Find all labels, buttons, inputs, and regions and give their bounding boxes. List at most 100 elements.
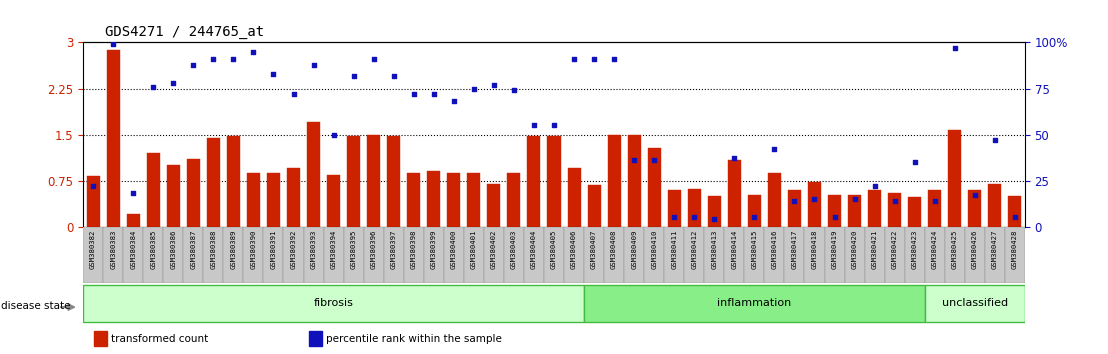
Bar	[163, 227, 183, 283]
Bar	[264, 227, 284, 283]
Text: GSM380425: GSM380425	[952, 229, 957, 269]
Bar	[929, 190, 941, 227]
Bar	[988, 184, 1002, 227]
Text: GSM380405: GSM380405	[551, 229, 557, 269]
Bar	[244, 227, 264, 283]
Bar	[126, 214, 140, 227]
Bar	[1005, 227, 1025, 283]
Bar	[343, 227, 363, 283]
Point	[906, 159, 924, 165]
Bar	[448, 172, 460, 227]
Bar	[925, 227, 945, 283]
Bar	[784, 227, 804, 283]
Text: GSM380428: GSM380428	[1012, 229, 1018, 269]
Text: GSM380422: GSM380422	[892, 229, 897, 269]
Point	[144, 84, 162, 90]
Point	[345, 73, 362, 79]
Point	[485, 82, 503, 88]
Bar	[624, 227, 644, 283]
Bar	[324, 227, 343, 283]
Text: GSM380404: GSM380404	[531, 229, 537, 269]
Point	[265, 71, 283, 76]
Bar	[444, 227, 464, 283]
Text: GSM380406: GSM380406	[571, 229, 577, 269]
Bar	[808, 182, 821, 227]
Point	[946, 45, 964, 51]
Text: GSM380426: GSM380426	[972, 229, 977, 269]
Text: GSM380383: GSM380383	[110, 229, 116, 269]
Bar	[83, 227, 103, 283]
Bar	[965, 227, 985, 283]
Point	[865, 183, 883, 189]
Point	[124, 190, 142, 196]
Text: GSM380403: GSM380403	[511, 229, 517, 269]
Bar	[383, 227, 403, 283]
Point	[1006, 215, 1024, 220]
Bar	[103, 227, 123, 283]
Bar	[143, 227, 163, 283]
Text: GSM380410: GSM380410	[652, 229, 657, 269]
Bar	[403, 227, 423, 283]
Point	[986, 137, 1004, 143]
Bar	[848, 195, 861, 227]
Text: GSM380408: GSM380408	[612, 229, 617, 269]
Bar	[1008, 196, 1022, 227]
Bar	[968, 190, 982, 227]
Point	[645, 158, 663, 163]
Text: GSM380391: GSM380391	[270, 229, 277, 269]
Text: GSM380396: GSM380396	[371, 229, 377, 269]
Text: GSM380399: GSM380399	[431, 229, 437, 269]
Bar	[828, 195, 841, 227]
Text: GSM380423: GSM380423	[912, 229, 917, 269]
Bar	[868, 190, 881, 227]
Bar	[327, 175, 340, 227]
Text: GSM380418: GSM380418	[811, 229, 818, 269]
Text: GSM380414: GSM380414	[731, 229, 737, 269]
Point	[384, 73, 402, 79]
Point	[225, 56, 243, 62]
Point	[325, 132, 342, 137]
Text: GSM380393: GSM380393	[310, 229, 317, 269]
Bar	[909, 197, 921, 227]
Text: GSM380400: GSM380400	[451, 229, 456, 269]
Point	[525, 122, 543, 128]
Bar	[504, 227, 524, 283]
Bar	[488, 184, 501, 227]
Bar	[423, 227, 444, 283]
Bar	[547, 136, 561, 227]
Bar	[267, 172, 280, 227]
Bar	[247, 172, 260, 227]
Bar	[627, 135, 640, 227]
Text: disease state: disease state	[1, 301, 71, 311]
Point	[365, 56, 382, 62]
Point	[625, 158, 643, 163]
Point	[926, 198, 944, 204]
Point	[565, 56, 583, 62]
Bar	[584, 285, 925, 322]
Bar	[904, 227, 925, 283]
Bar	[83, 285, 584, 322]
Point	[545, 122, 563, 128]
Text: GSM380421: GSM380421	[872, 229, 878, 269]
Point	[285, 91, 302, 97]
Bar	[948, 130, 962, 227]
Text: GSM380385: GSM380385	[151, 229, 156, 269]
Bar	[768, 172, 781, 227]
Bar	[527, 136, 541, 227]
Text: GSM380401: GSM380401	[471, 229, 476, 269]
Bar	[94, 331, 106, 347]
Text: GSM380416: GSM380416	[771, 229, 778, 269]
Point	[686, 215, 704, 220]
Point	[825, 215, 843, 220]
Text: GSM380386: GSM380386	[171, 229, 176, 269]
Bar	[287, 168, 300, 227]
Bar	[524, 227, 544, 283]
Point	[726, 156, 743, 161]
Bar	[728, 160, 741, 227]
Bar	[363, 227, 383, 283]
Bar	[123, 227, 143, 283]
Text: percentile rank within the sample: percentile rank within the sample	[326, 334, 502, 344]
Point	[164, 80, 182, 86]
Text: GSM380413: GSM380413	[711, 229, 717, 269]
Bar	[788, 190, 801, 227]
